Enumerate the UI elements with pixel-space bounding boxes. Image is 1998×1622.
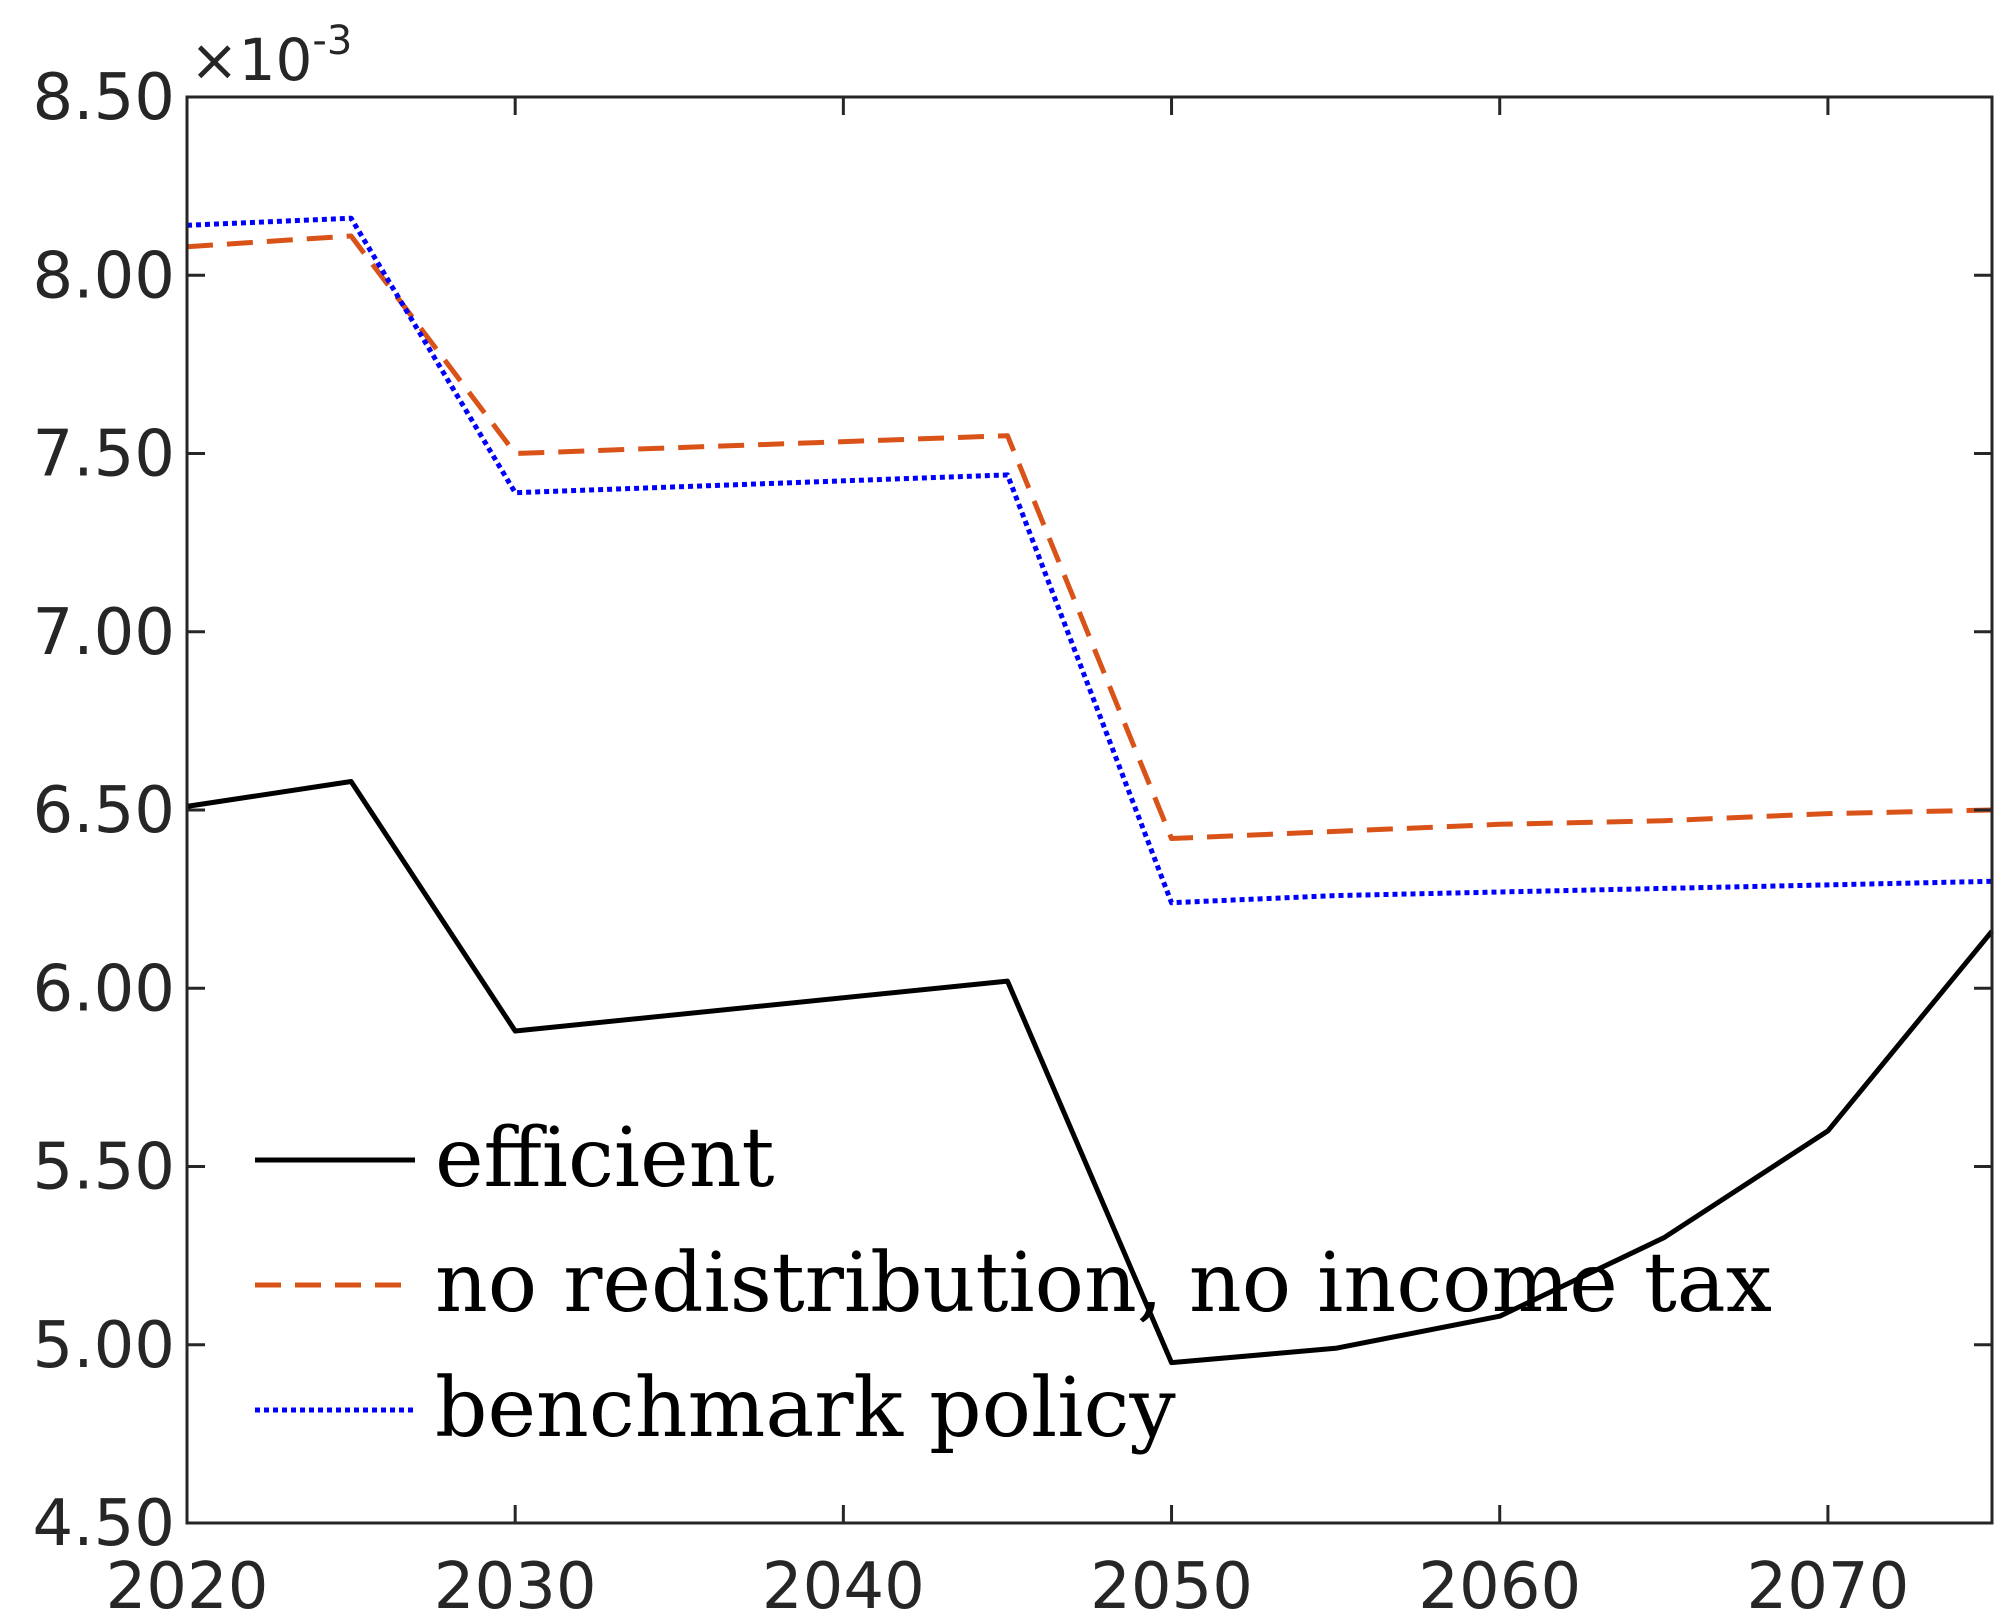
- y-tick-label: 5.50: [33, 1131, 176, 1205]
- y-axis-multiplier: ×10-3: [190, 18, 352, 94]
- legend-label-2: no redistribution, no income tax: [435, 1236, 1772, 1331]
- legend-label-1: efficient: [435, 1111, 774, 1206]
- x-tick-label: 2040: [762, 1550, 925, 1622]
- legend: efficient no redistribution, no income ta…: [255, 1111, 1772, 1456]
- series-line-3: [186, 215, 1993, 906]
- legend-label-3: benchmark policy: [435, 1361, 1176, 1456]
- x-tick-label: 2020: [106, 1550, 269, 1622]
- y-tick-label: 4.50: [33, 1487, 176, 1561]
- series-line-1: [186, 779, 1994, 1366]
- y-tick-label: 6.50: [33, 774, 176, 848]
- x-tick-label: 2050: [1090, 1550, 1253, 1622]
- y-tick-label: 8.50: [33, 61, 176, 135]
- tick-layer: 2020 2030 2040 2050 2060 2070 4.50 5.00 5.50 6.00…: [33, 61, 1992, 1622]
- y-axis-multiplier-exponent: -3: [312, 18, 352, 64]
- y-tick-label: 7.00: [33, 596, 176, 670]
- x-tick-label: 2060: [1418, 1550, 1581, 1622]
- y-axis-multiplier-base: 10: [239, 26, 313, 94]
- x-tick-label: 2030: [434, 1550, 597, 1622]
- y-tick-label: 7.50: [33, 418, 176, 492]
- x-tick-label: 2070: [1746, 1550, 1909, 1622]
- series-line-2: [186, 233, 1993, 841]
- y-axis-multiplier-prefix: ×: [190, 26, 239, 94]
- y-tick-label: 6.00: [33, 952, 176, 1026]
- y-tick-label: 5.00: [33, 1309, 176, 1383]
- y-tick-label: 8.00: [33, 239, 176, 313]
- series-layer: [186, 215, 1994, 1366]
